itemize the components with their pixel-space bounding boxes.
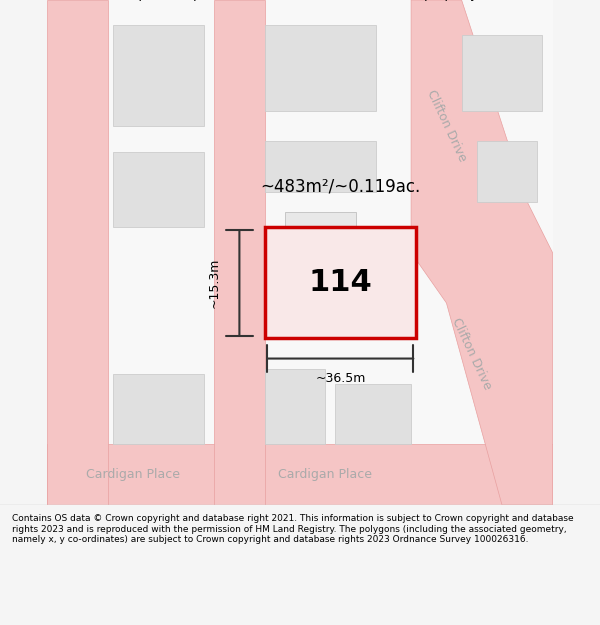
Bar <box>265 25 376 111</box>
Polygon shape <box>411 0 553 505</box>
Text: Clifton Drive: Clifton Drive <box>424 88 469 164</box>
Bar <box>265 369 325 444</box>
Bar <box>270 272 300 313</box>
Bar <box>335 384 411 444</box>
Text: ~483m²/~0.119ac.: ~483m²/~0.119ac. <box>260 178 421 196</box>
Bar <box>47 0 108 505</box>
Bar <box>113 25 204 126</box>
Bar <box>47 444 553 505</box>
Text: ~15.3m: ~15.3m <box>208 258 221 308</box>
Bar <box>461 36 542 111</box>
Text: Cardigan Place: Cardigan Place <box>278 468 372 481</box>
Text: Map shows position and indicative extent of the property.: Map shows position and indicative extent… <box>120 0 480 1</box>
Bar <box>477 141 538 202</box>
Text: Clifton Drive: Clifton Drive <box>449 316 494 391</box>
Bar <box>285 212 356 313</box>
Bar <box>214 0 265 505</box>
Bar <box>113 151 204 228</box>
Text: 114: 114 <box>308 268 372 298</box>
Bar <box>265 141 376 192</box>
Bar <box>113 374 204 444</box>
Text: Cardigan Place: Cardigan Place <box>86 468 181 481</box>
Text: ~36.5m: ~36.5m <box>315 372 365 385</box>
Bar <box>265 228 416 338</box>
Text: Contains OS data © Crown copyright and database right 2021. This information is : Contains OS data © Crown copyright and d… <box>12 514 574 544</box>
